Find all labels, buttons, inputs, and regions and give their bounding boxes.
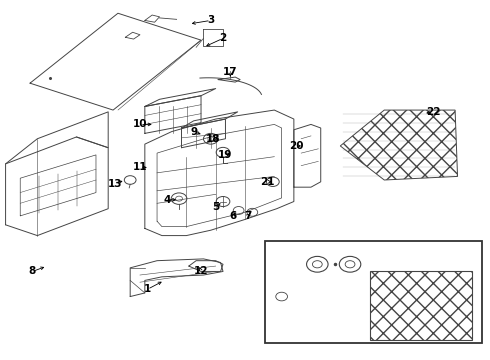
Text: 10: 10 [133, 120, 147, 129]
Text: 14: 14 [296, 257, 311, 267]
Text: 6: 6 [229, 211, 236, 221]
Text: 22: 22 [426, 107, 441, 117]
Text: 19: 19 [218, 150, 233, 160]
Text: 12: 12 [194, 266, 208, 276]
Text: 11: 11 [133, 162, 147, 172]
Text: 2: 2 [220, 33, 227, 43]
FancyBboxPatch shape [265, 241, 482, 343]
Text: 5: 5 [212, 202, 220, 212]
Text: 15: 15 [353, 257, 367, 267]
Text: 20: 20 [289, 141, 303, 151]
Text: 3: 3 [207, 15, 215, 26]
Text: 7: 7 [244, 211, 251, 221]
Text: 18: 18 [206, 134, 220, 144]
Text: 16: 16 [431, 302, 445, 312]
Text: 9: 9 [190, 127, 197, 136]
Text: 21: 21 [260, 177, 274, 187]
Text: 1: 1 [144, 284, 151, 294]
Text: 17: 17 [223, 67, 238, 77]
Text: 8: 8 [29, 266, 36, 276]
Text: 4: 4 [163, 195, 171, 205]
Polygon shape [340, 110, 458, 180]
Polygon shape [369, 271, 472, 339]
Text: 13: 13 [108, 179, 123, 189]
Text: 13: 13 [279, 281, 294, 291]
